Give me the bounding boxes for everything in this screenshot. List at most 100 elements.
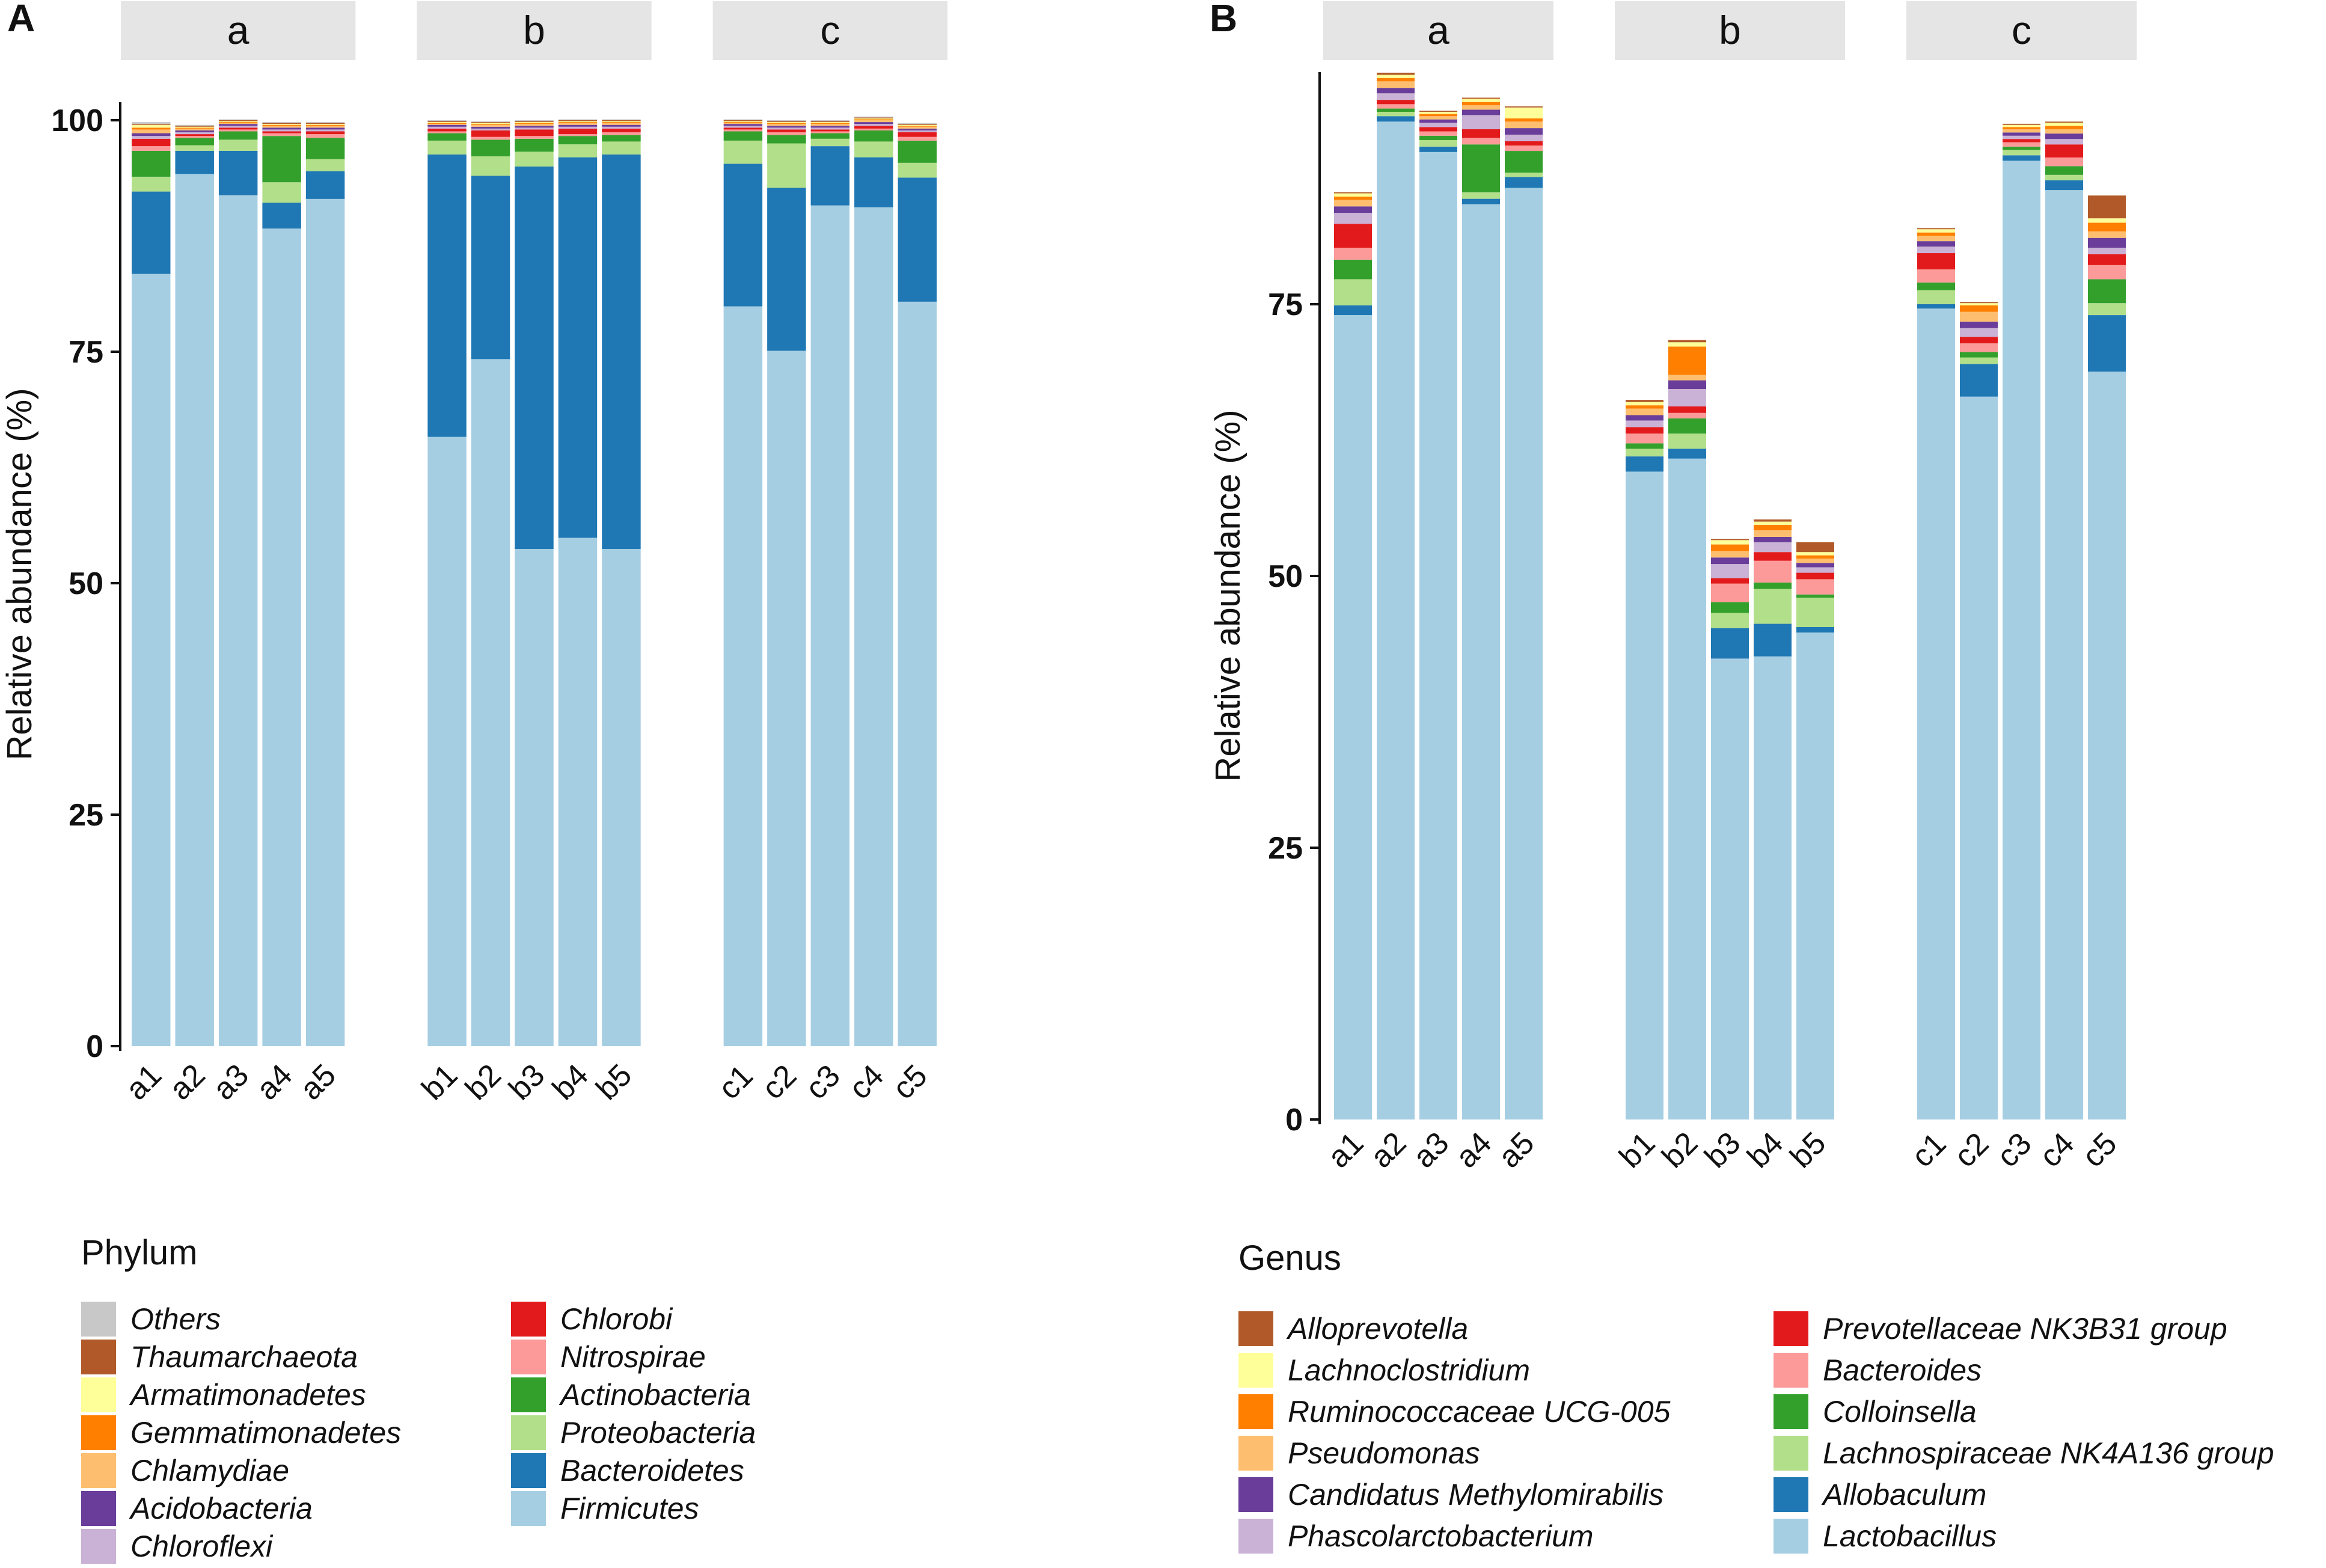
x-tick-label: b2 — [459, 1058, 508, 1107]
facet-label-a: a — [1427, 8, 1449, 52]
bar-segment-lactobacillus — [1960, 396, 1998, 1120]
bar-segment-nitrospirae — [767, 132, 806, 135]
stacked-bar-c2 — [767, 120, 806, 1047]
bar-segment-gemmatimonadetes — [854, 119, 893, 120]
bar-segment-acidobacteria — [558, 124, 598, 127]
bar-segment-prevotellaceae-nk3b31-group — [1462, 129, 1500, 138]
bar-segment-nitrospirae — [427, 131, 467, 133]
bar-segment-bacteroidetes — [558, 157, 598, 538]
stacked-bar-b5 — [602, 119, 641, 1046]
bar-segment-chlamydiae — [132, 129, 171, 133]
bar-segment-chloroflexi — [175, 132, 214, 135]
legend-label: Lachnospiraceae NK4A136 group — [1823, 1436, 2274, 1470]
legend-item-chloroflexi: Chloroflexi — [81, 1529, 274, 1564]
x-tick-label: c2 — [1948, 1126, 1996, 1174]
legend-label: Prevotellaceae NK3B31 group — [1823, 1312, 2227, 1346]
bar-segment-phascolarctobacterium — [1626, 420, 1663, 427]
bar-segment-candidatus-methylomirabilis — [2003, 132, 2040, 136]
bar-segment-bacteroidetes — [427, 154, 467, 437]
bar-segment-prevotellaceae-nk3b31-group — [1917, 253, 1955, 270]
x-tick-label: c1 — [712, 1058, 760, 1106]
bar-segment-lachnoclostridium — [1711, 540, 1749, 545]
legend-swatch — [511, 1415, 546, 1450]
stacked-bar-b1 — [1626, 400, 1663, 1119]
legend-swatch — [1238, 1519, 1273, 1554]
bar-segment-lachnoclostridium — [2003, 124, 2040, 127]
bar-segment-proteobacteria — [723, 140, 763, 164]
bar-segment-bacteroides — [1334, 247, 1372, 260]
legend-label: Acidobacteria — [129, 1492, 313, 1525]
bar-segment-pseudomonas — [2003, 129, 2040, 133]
bar-segment-phascolarctobacterium — [1334, 213, 1372, 224]
bar-segment-chloroflexi — [767, 127, 806, 130]
legend-title: Phylum — [81, 1233, 197, 1272]
bar-segment-chlorobi — [767, 129, 806, 133]
bar-segment-colloinsella — [1668, 418, 1706, 434]
legend-swatch — [81, 1491, 116, 1526]
bar-segment-actinobacteria — [810, 133, 850, 139]
bar-segment-lachnospiraceae-nk4a136-group — [1711, 613, 1749, 628]
facet-label-c: c — [2012, 8, 2031, 52]
y-tick-label: 100 — [51, 103, 103, 138]
x-tick-label: a5 — [293, 1058, 343, 1107]
bar-segment-chlorobi — [723, 127, 763, 130]
stacked-bar-c5 — [898, 123, 937, 1047]
bar-segment-alloprevotella — [1917, 228, 1955, 230]
bar-segment-allobaculum — [1796, 626, 1834, 633]
bar-segment-actinobacteria — [262, 136, 301, 183]
stacked-bar-b5 — [1796, 542, 1834, 1119]
bar-segment-pseudomonas — [1754, 530, 1792, 537]
y-tick-label: 0 — [86, 1029, 103, 1064]
bar-segment-candidatus-methylomirabilis — [1419, 119, 1457, 123]
bar-segment-lachnospiraceae-nk4a136-group — [2045, 174, 2083, 180]
bar-segment-ruminococcaceae-ucg-005 — [1505, 118, 1543, 122]
x-tick-label: b3 — [1698, 1125, 1748, 1175]
legend-label: Thaumarchaeota — [130, 1340, 358, 1374]
bar-segment-bacteroidetes — [305, 171, 345, 199]
bar-segment-chlorobi — [305, 131, 345, 135]
bar-segment-chlorobi — [471, 130, 510, 137]
legend-item-lachnoclostridium: Lachnoclostridium — [1238, 1353, 1530, 1388]
bar-segment-others — [132, 122, 171, 124]
bar-segment-chlamydiae — [175, 128, 214, 130]
x-tick-label: a4 — [1449, 1125, 1499, 1175]
bar-segment-firmicutes — [810, 205, 850, 1047]
bar-segment-chlorobi — [602, 128, 641, 133]
bar-segment-candidatus-methylomirabilis — [1668, 380, 1706, 390]
x-tick-label: b1 — [1613, 1125, 1662, 1175]
bar-segment-actinobacteria — [898, 140, 937, 163]
legend-swatch — [81, 1340, 116, 1374]
bar-segment-proteobacteria — [305, 159, 345, 171]
legend-item-allobaculum: Allobaculum — [1774, 1477, 1986, 1512]
bar-segment-phascolarctobacterium — [2003, 135, 2040, 139]
bar-segment-lachnospiraceae-nk4a136-group — [1960, 357, 1998, 364]
bar-segment-alloprevotella — [2003, 123, 2040, 125]
bar-segment-bacteroidetes — [262, 203, 301, 229]
x-tick-label: a4 — [250, 1058, 299, 1107]
bar-segment-allobaculum — [2088, 315, 2126, 372]
bar-segment-thaumarchaeota — [132, 124, 171, 125]
bar-segment-bacteroidetes — [175, 150, 214, 174]
bar-segment-phascolarctobacterium — [1754, 542, 1792, 553]
bar-segment-chloroflexi — [854, 124, 893, 126]
bar-segment-chloroflexi — [810, 127, 850, 130]
bar-segment-actinobacteria — [305, 138, 345, 159]
bar-segment-allobaculum — [2045, 180, 2083, 191]
bar-segment-nitrospirae — [218, 129, 258, 132]
x-tick-label: a2 — [1364, 1125, 1413, 1175]
legend-item-others: Others — [81, 1302, 221, 1337]
bar-segment-actinobacteria — [602, 135, 641, 142]
bar-segment-lachnospiraceae-nk4a136-group — [1626, 449, 1663, 457]
legend-item-armatimonadetes: Armatimonadetes — [81, 1377, 366, 1412]
bar-segment-chlamydiae — [515, 124, 554, 126]
bar-segment-armatimonadetes — [132, 124, 171, 128]
bar-segment-prevotellaceae-nk3b31-group — [1668, 406, 1706, 413]
bar-segment-nitrospirae — [262, 133, 301, 136]
stacked-bar-c3 — [2003, 123, 2040, 1119]
legend-swatch — [1774, 1311, 1808, 1346]
bar-segment-alloprevotella — [1505, 106, 1543, 108]
legend-label: Armatimonadetes — [129, 1378, 366, 1412]
bar-segment-alloprevotella — [2088, 195, 2126, 219]
legend-swatch — [81, 1302, 116, 1337]
y-axis-title: Relative abundance (%) — [0, 388, 39, 760]
